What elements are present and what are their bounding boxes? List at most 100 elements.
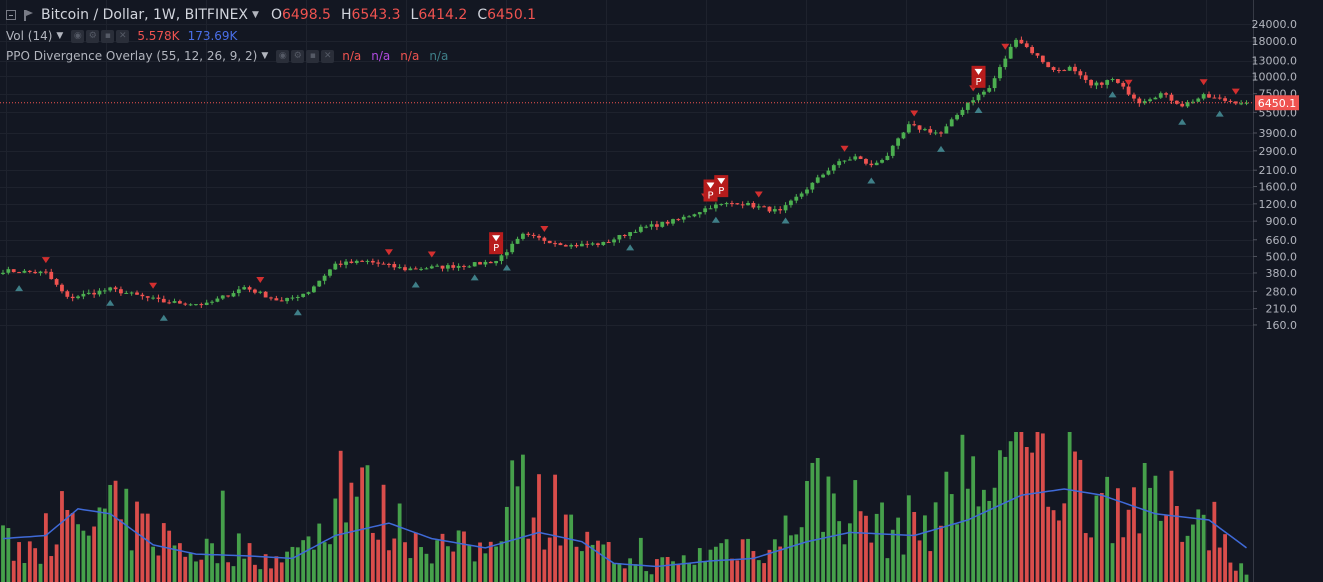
- volume-bar: [1174, 505, 1179, 582]
- price-candle: [124, 290, 129, 294]
- high-label: H: [340, 7, 352, 23]
- close-icon[interactable]: ✕: [116, 29, 130, 43]
- volume-bar: [628, 558, 633, 582]
- price-candle: [606, 239, 611, 243]
- volume-bar: [976, 506, 981, 582]
- more-icon[interactable]: ▪: [101, 29, 115, 43]
- volume-bar: [43, 513, 48, 582]
- symbol-title[interactable]: Bitcoin / Dollar, 1W, BITFINEX: [41, 7, 249, 23]
- price-candle: [590, 241, 595, 246]
- more-icon[interactable]: ▪: [306, 49, 320, 63]
- volume-bar: [638, 537, 643, 582]
- volume-bar: [108, 484, 113, 582]
- volume-indicator-label[interactable]: Vol (14): [6, 29, 53, 43]
- price-candle: [387, 262, 391, 268]
- price-candle: [687, 215, 691, 218]
- volume-bar: [1132, 487, 1136, 582]
- price-candle: [719, 203, 724, 207]
- price-candles: [1, 36, 1249, 308]
- volume-bar: [311, 549, 316, 582]
- price-candle: [622, 234, 627, 239]
- volume-bar: [365, 465, 370, 582]
- volume-bar: [649, 574, 654, 582]
- price-candle: [22, 269, 27, 274]
- ppo-indicator-label[interactable]: PPO Divergence Overlay (55, 12, 26, 9, 2…: [6, 49, 258, 63]
- price-candle: [1212, 94, 1217, 99]
- close-icon[interactable]: ✕: [321, 49, 335, 63]
- price-candle: [713, 202, 718, 212]
- volume-bar: [1153, 475, 1158, 582]
- volume-bar: [992, 487, 997, 582]
- volume-bar: [60, 491, 64, 582]
- chevron-down-icon[interactable]: ▼: [56, 31, 64, 41]
- volume-bar: [708, 549, 713, 582]
- volume-bar: [826, 476, 831, 582]
- price-candle: [311, 285, 316, 293]
- price-candle: [912, 120, 917, 127]
- price-candle: [151, 295, 155, 300]
- bearish-signal-marker: [1231, 88, 1240, 95]
- price-candle: [531, 232, 536, 239]
- price-candle: [76, 294, 80, 300]
- chevron-down-icon[interactable]: ▼: [252, 10, 259, 20]
- settings-icon[interactable]: ⚙: [291, 49, 305, 63]
- price-candle: [33, 269, 38, 274]
- price-candle: [1105, 79, 1110, 89]
- price-candle: [885, 152, 890, 161]
- volume-bar: [413, 532, 418, 582]
- close-label: C: [477, 7, 488, 23]
- price-candle: [917, 125, 922, 133]
- price-candle: [574, 242, 579, 248]
- price-candle: [510, 241, 515, 255]
- volume-bar: [119, 519, 123, 582]
- volume-bar: [370, 532, 375, 582]
- volume-bar: [387, 550, 391, 582]
- volume-bar: [263, 554, 268, 582]
- price-candle: [971, 97, 976, 106]
- price-candle: [199, 302, 204, 308]
- price-candle: [220, 295, 225, 301]
- price-candle: [1201, 92, 1206, 101]
- price-candle: [183, 302, 188, 306]
- price-candle: [38, 270, 43, 276]
- volume-bar: [306, 536, 311, 582]
- volume-bar: [344, 522, 348, 582]
- volume-bar: [831, 493, 836, 582]
- price-candle: [451, 262, 456, 271]
- price-candle: [730, 200, 734, 207]
- axis-tick-label: 1600.0: [1259, 181, 1298, 194]
- divergence-label: P: [971, 65, 986, 88]
- volume-bar: [1110, 543, 1115, 582]
- price-candle: [274, 295, 279, 301]
- ppo-value-1: n/a: [342, 49, 362, 63]
- price-candle: [354, 259, 359, 265]
- settings-icon[interactable]: ⚙: [86, 29, 100, 43]
- bullish-signal-marker: [974, 106, 983, 113]
- volume-bar: [1024, 447, 1029, 582]
- volume-bar: [510, 460, 515, 582]
- close-value: 6450.1: [487, 7, 537, 23]
- price-candle: [858, 155, 863, 160]
- bullish-signal-marker: [626, 244, 635, 251]
- price-candle: [965, 102, 970, 114]
- volume-bar: [880, 502, 884, 582]
- visibility-icon[interactable]: ◉: [276, 49, 290, 63]
- volume-bar: [858, 511, 863, 582]
- collapse-legend-icon[interactable]: [6, 10, 16, 20]
- price-candle: [236, 285, 241, 297]
- bullish-signal-marker: [502, 264, 511, 271]
- price-candle: [204, 299, 209, 306]
- volume-bar: [226, 562, 231, 582]
- price-candle: [880, 158, 884, 164]
- price-candle: [167, 299, 172, 305]
- volume-bar: [912, 511, 917, 582]
- visibility-icon[interactable]: ◉: [71, 29, 85, 43]
- flag-icon[interactable]: [24, 9, 33, 21]
- volume-bar: [1207, 550, 1211, 582]
- price-candle: [928, 125, 933, 135]
- volume-bar: [81, 530, 86, 582]
- open-label: O: [270, 7, 282, 23]
- chevron-down-icon[interactable]: ▼: [261, 51, 269, 61]
- price-axis[interactable]: 24000.018000.013000.010000.07500.05500.0…: [1252, 18, 1298, 332]
